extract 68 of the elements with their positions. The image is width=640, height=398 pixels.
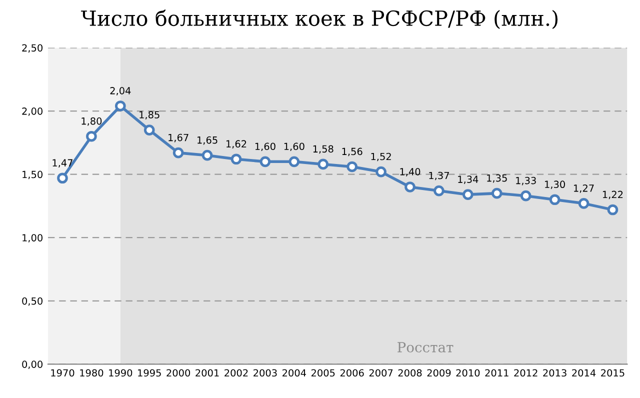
data-label: 1,62 <box>226 140 246 149</box>
point <box>318 158 329 170</box>
x-tick-label: 2012 <box>514 369 538 377</box>
x-tick-label: 2013 <box>543 369 566 377</box>
data-label: 1,33 <box>516 176 536 186</box>
y-tick-label: 1,00 <box>22 234 42 242</box>
data-label: 1,30 <box>545 180 565 190</box>
chart-title: Число больничных коек в РСФСР/РФ (млн.) <box>81 10 558 30</box>
point <box>404 182 416 192</box>
x-tick-label: 2011 <box>485 369 508 377</box>
x-tick-label: 2000 <box>166 369 190 377</box>
data-label: 1,65 <box>198 136 218 145</box>
point <box>230 154 242 165</box>
data-label: 1,27 <box>574 184 594 193</box>
data-label: 1,80 <box>82 117 102 126</box>
point <box>57 172 68 184</box>
x-tick-label: 1980 <box>80 369 104 377</box>
y-tick-label: 2,00 <box>22 108 42 116</box>
point <box>86 130 97 142</box>
x-tick-label: 1990 <box>109 369 132 377</box>
point <box>549 194 560 206</box>
x-tick-label: 1970 <box>51 369 74 377</box>
point <box>114 100 126 112</box>
data-label: 1,56 <box>342 148 362 156</box>
data-label: 1,67 <box>168 134 188 142</box>
point <box>578 198 590 209</box>
data-label: 2,04 <box>110 87 131 96</box>
x-tick-label: 2010 <box>456 369 480 377</box>
data-label: 1,58 <box>313 145 334 154</box>
x-tick-label: 2002 <box>224 369 248 377</box>
y-tick-label: 1,50 <box>22 170 42 180</box>
data-label: 1,52 <box>371 152 391 162</box>
x-tick-label: 2014 <box>572 369 596 377</box>
data-label: 1,40 <box>400 168 420 176</box>
point <box>434 185 444 196</box>
data-label: 1,35 <box>487 174 507 183</box>
x-tick-label: 2006 <box>340 369 364 377</box>
point <box>260 156 271 168</box>
point <box>376 166 386 178</box>
point <box>607 204 618 216</box>
data-label: 1,47 <box>52 159 72 168</box>
y-tick-label: 0,00 <box>22 360 42 369</box>
data-label: 1,60 <box>284 142 304 152</box>
data-label: 1,34 <box>458 176 478 184</box>
point <box>491 188 502 199</box>
y-tick-label: 2,50 <box>22 44 42 53</box>
point <box>288 156 300 168</box>
x-tick-label: 2003 <box>254 369 277 377</box>
data-label: 1,85 <box>140 111 160 120</box>
point <box>172 147 184 158</box>
data-label: 1,22 <box>602 190 623 200</box>
x-tick-label: 2005 <box>311 369 335 377</box>
data-label: 1,37 <box>429 172 449 180</box>
x-tick-label: 1995 <box>138 369 161 377</box>
x-tick-label: 2007 <box>369 369 393 377</box>
x-tick-label: 2001 <box>196 369 219 377</box>
x-tick-label: 2015 <box>601 369 624 377</box>
point <box>144 124 155 136</box>
data-label: 1,60 <box>255 142 276 152</box>
y-tick-label: 0,50 <box>22 297 42 306</box>
x-tick-label: 2004 <box>282 369 306 377</box>
annotation: Росстат <box>398 342 454 352</box>
x-tick-label: 2008 <box>398 369 422 377</box>
point <box>346 161 358 172</box>
point <box>520 190 532 202</box>
point <box>202 150 213 161</box>
x-tick-label: 2009 <box>427 369 451 377</box>
point <box>462 189 474 200</box>
